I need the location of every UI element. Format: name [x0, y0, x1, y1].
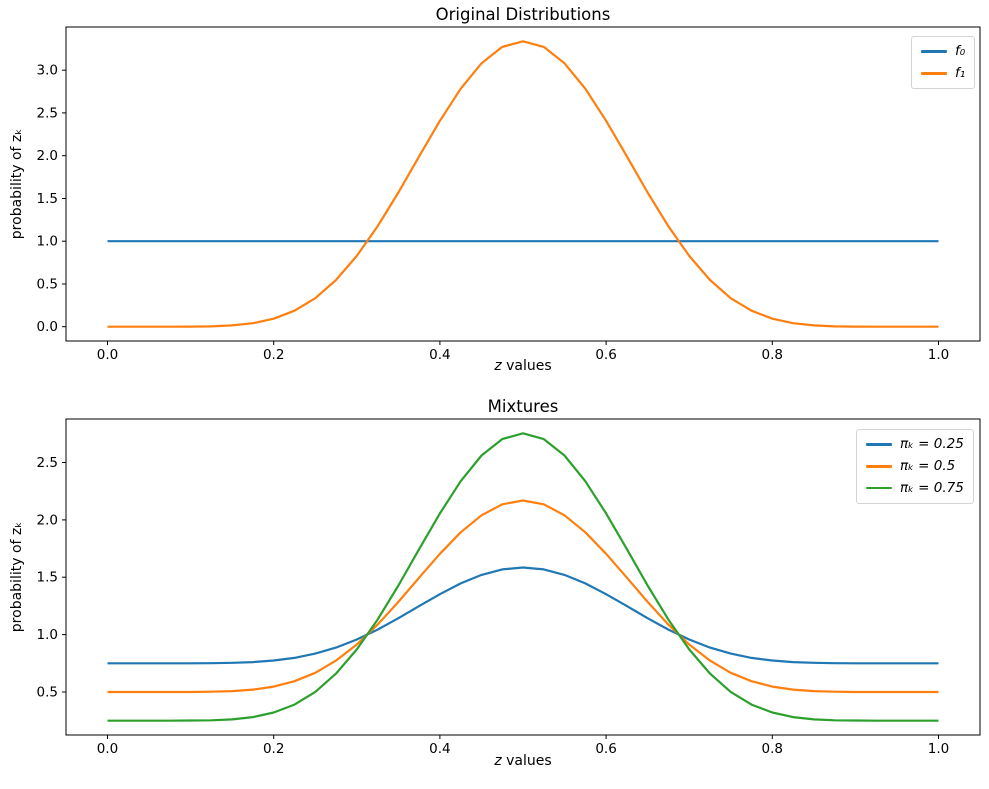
legend-line-sample-pi-0-5 — [866, 465, 892, 468]
subplot-1-axes: 0.0 0.2 0.4 0.6 0.8 1.0 0.0 0.5 1.0 1.5 2.0 2.5 3.0 — [37, 26, 981, 363]
subplot-2-axes: 0.0 0.2 0.4 0.6 0.8 1.0 0.5 1.0 1.5 2.0 2.5 — [37, 418, 981, 757]
legend-item: f₀ — [921, 43, 965, 60]
y-tick-label: 1.0 — [37, 234, 58, 250]
legend-label-pi-0-25: πₖ = 0.25 — [900, 436, 964, 452]
legend-label-f0: f₀ — [955, 43, 966, 59]
y-tick-label: 3.0 — [37, 63, 58, 79]
subplot2-ylabel: probability of zₖ — [9, 521, 25, 633]
legend-item: πₖ = 0.5 — [866, 458, 964, 475]
y-tick-label: 2.0 — [37, 148, 58, 164]
legend-label-f1: f₁ — [955, 64, 966, 81]
axes-spines — [65, 418, 981, 736]
series-line-pi-0-25 — [107, 566, 939, 665]
x-tick-label: 0.4 — [429, 741, 450, 757]
x-tick-label: 0.6 — [595, 347, 616, 363]
x-tick-label: 0.2 — [263, 741, 284, 757]
y-tick-label: 0.5 — [37, 277, 58, 293]
legend-item: πₖ = 0.25 — [866, 436, 964, 453]
subplot1-legend: f₀ f₁ — [911, 36, 976, 89]
y-tick-label: 2.5 — [37, 105, 58, 121]
series-line-pi-0-5 — [107, 499, 939, 694]
y-tick-label: 1.5 — [37, 191, 58, 207]
y-tick-label: 1.0 — [37, 627, 58, 643]
x-tick-label: 0.0 — [97, 741, 118, 757]
series-line-f1 — [107, 40, 939, 328]
x-tick-label: 0.8 — [762, 741, 783, 757]
subplot2-legend: πₖ = 0.25 πₖ = 0.5 πₖ = 0.75 — [856, 429, 974, 504]
x-tick-label: 0.6 — [595, 741, 616, 757]
y-tick-label: 0.0 — [37, 319, 58, 335]
x-tick-label: 1.0 — [928, 741, 949, 757]
y-tick-label: 1.5 — [37, 570, 58, 586]
x-tick-label: 0.0 — [97, 347, 118, 363]
subplot1-ylabel: probability of zₖ — [9, 128, 25, 240]
y-tick-label: 2.5 — [37, 455, 58, 471]
x-tick-label: 0.4 — [429, 347, 450, 363]
y-tick-label: 0.5 — [37, 685, 58, 701]
series-line-pi-0-75 — [107, 432, 939, 722]
axes-spines — [65, 26, 981, 342]
legend-line-sample-pi-0-25 — [866, 443, 892, 446]
subplot1-xlabel: z values — [494, 358, 552, 374]
legend-line-sample-f0 — [921, 50, 947, 53]
subplot2-title: Mixtures — [487, 397, 559, 416]
legend-label-pi-0-5: πₖ = 0.5 — [900, 457, 956, 474]
legend-line-sample-f1 — [921, 72, 947, 75]
x-tick-label: 1.0 — [928, 347, 949, 363]
legend-item: f₁ — [921, 65, 965, 82]
legend-item: πₖ = 0.75 — [866, 480, 964, 497]
subplot1-title: Original Distributions — [435, 5, 611, 24]
x-tick-label: 0.2 — [263, 347, 284, 363]
y-tick-label: 2.0 — [37, 512, 58, 528]
legend-line-sample-pi-0-75 — [866, 486, 892, 490]
subplot2-xlabel: z values — [494, 753, 552, 769]
x-tick-label: 0.8 — [762, 347, 783, 363]
legend-label-pi-0-75: πₖ = 0.75 — [900, 479, 964, 496]
